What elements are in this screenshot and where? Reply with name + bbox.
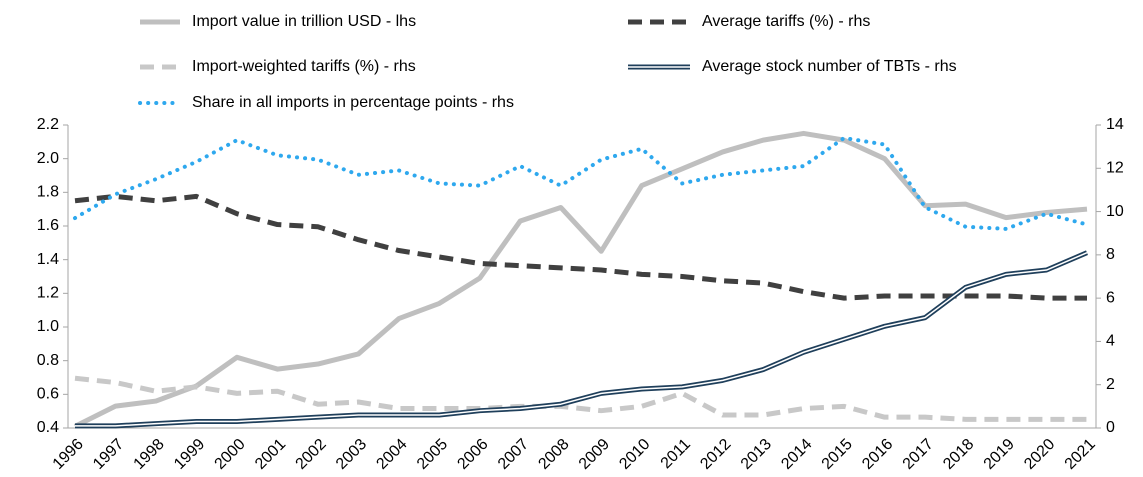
y-tick-label: 1.2 [37,285,59,302]
series-line [75,250,1088,429]
x-tick-label: 2007 [495,436,532,473]
series-line [74,193,1087,301]
y2-tick-label: 12 [1106,160,1124,177]
legend-label: Average tariffs (%) - rhs [702,13,870,30]
x-tick-label: 2016 [859,436,896,473]
x-tick-label: 2012 [697,436,734,473]
x-tick-label: 2009 [576,436,613,473]
x-tick-label: 1998 [131,436,168,473]
y2-tick-label: 0 [1106,419,1115,436]
x-tick-label: 2014 [778,436,815,473]
legend-label: Share in all imports in percentage point… [192,94,514,111]
y2-tick-label: 8 [1106,246,1115,263]
y-tick-label: 1.4 [37,251,59,268]
series-line [73,130,1088,429]
x-tick-label: 2011 [658,436,694,472]
x-tick-label: 2021 [1062,436,1099,473]
y-tick-label: 2.0 [37,150,59,167]
series-line [73,135,1089,231]
x-tick-label: 2003 [333,436,370,473]
x-tick-label: 2013 [738,436,775,473]
x-tick-label: 2020 [1021,436,1058,473]
y-tick-label: 0.8 [37,352,59,369]
x-tick-label: 2002 [293,436,330,473]
legend-label: Import value in trillion USD - lhs [192,13,416,30]
x-tick-label: 2010 [616,436,653,473]
x-tick-label: 2018 [940,436,977,473]
y-tick-label: 1.6 [37,217,59,234]
x-tick-label: 1999 [171,436,208,473]
series-line-inner [75,252,1088,427]
x-tick-label: 2006 [454,436,491,473]
x-tick-label: 2004 [373,436,410,473]
y-tick-label: 1.8 [37,184,59,201]
y2-tick-label: 14 [1106,116,1124,133]
y-tick-label: 0.4 [37,419,59,436]
legend-label: Average stock number of TBTs - rhs [702,58,957,75]
x-tick-label: 2019 [981,436,1018,473]
x-tick-label: 2005 [414,436,451,473]
y2-tick-label: 4 [1106,333,1115,350]
x-tick-label: 1996 [50,436,87,473]
legend-label: Import-weighted tariffs (%) - rhs [192,58,416,75]
y-tick-label: 1.0 [37,318,59,335]
x-tick-label: 2008 [535,436,572,473]
y2-tick-label: 10 [1106,203,1124,220]
x-tick-label: 2015 [819,436,856,473]
x-tick-label: 2001 [252,436,289,473]
series-line [74,375,1087,422]
y2-tick-label: 2 [1106,376,1115,393]
y2-tick-label: 6 [1106,289,1115,306]
x-tick-label: 2017 [900,436,937,473]
y-tick-label: 2.2 [37,116,59,133]
x-tick-label: 1997 [90,436,127,473]
y-tick-label: 0.6 [37,386,59,403]
x-tick-label: 2000 [212,436,249,473]
